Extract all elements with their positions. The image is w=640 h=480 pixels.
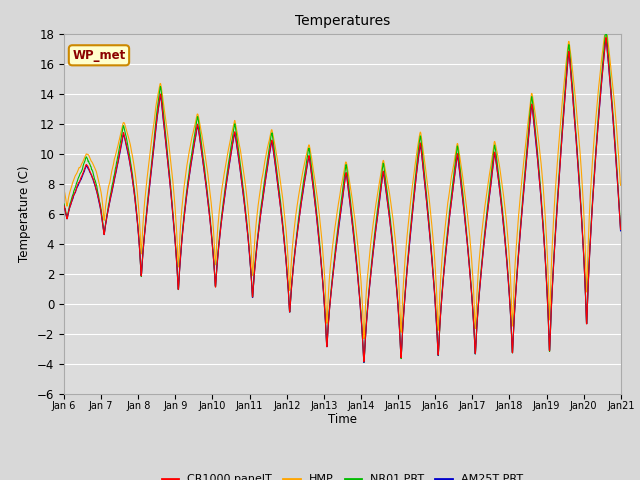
Title: Temperatures: Temperatures <box>295 14 390 28</box>
CR1000 panelT <box>583 315 591 321</box>
HMP <box>568 59 575 65</box>
NR01 PRT <box>617 225 625 231</box>
Y-axis label: Temperature (C): Temperature (C) <box>19 165 31 262</box>
HMP <box>215 209 223 215</box>
AM25T PRT <box>504 276 512 282</box>
HMP <box>602 24 610 29</box>
NR01 PRT <box>60 201 68 207</box>
AM25T PRT <box>583 314 591 320</box>
HMP <box>504 238 512 244</box>
NR01 PRT <box>504 274 512 279</box>
NR01 PRT <box>215 236 223 242</box>
NR01 PRT <box>371 231 378 237</box>
AM25T PRT <box>371 237 378 243</box>
X-axis label: Time: Time <box>328 413 357 426</box>
HMP <box>360 336 368 342</box>
CR1000 panelT <box>371 236 378 242</box>
HMP <box>371 210 378 216</box>
CR1000 panelT <box>617 227 625 232</box>
AM25T PRT <box>358 332 366 337</box>
NR01 PRT <box>583 314 591 320</box>
HMP <box>617 182 625 188</box>
CR1000 panelT <box>215 239 223 245</box>
AM25T PRT <box>602 36 610 42</box>
HMP <box>358 299 366 305</box>
CR1000 panelT <box>358 330 366 336</box>
CR1000 panelT <box>60 203 68 209</box>
HMP <box>60 187 68 193</box>
CR1000 panelT <box>568 80 575 85</box>
NR01 PRT <box>602 26 610 32</box>
NR01 PRT <box>360 360 368 365</box>
NR01 PRT <box>358 329 366 335</box>
Line: NR01 PRT: NR01 PRT <box>64 29 621 362</box>
AM25T PRT <box>60 203 68 209</box>
CR1000 panelT <box>504 276 512 281</box>
CR1000 panelT <box>602 35 610 40</box>
AM25T PRT <box>215 240 223 246</box>
AM25T PRT <box>617 228 625 234</box>
Line: HMP: HMP <box>64 26 621 339</box>
Line: AM25T PRT: AM25T PRT <box>64 39 621 362</box>
Text: WP_met: WP_met <box>72 49 125 62</box>
NR01 PRT <box>568 72 575 78</box>
Legend: CR1000 panelT, HMP, NR01 PRT, AM25T PRT: CR1000 panelT, HMP, NR01 PRT, AM25T PRT <box>157 470 527 480</box>
Line: CR1000 panelT: CR1000 panelT <box>64 37 621 361</box>
CR1000 panelT <box>360 359 368 364</box>
AM25T PRT <box>360 360 368 365</box>
HMP <box>583 283 591 288</box>
AM25T PRT <box>568 80 575 85</box>
